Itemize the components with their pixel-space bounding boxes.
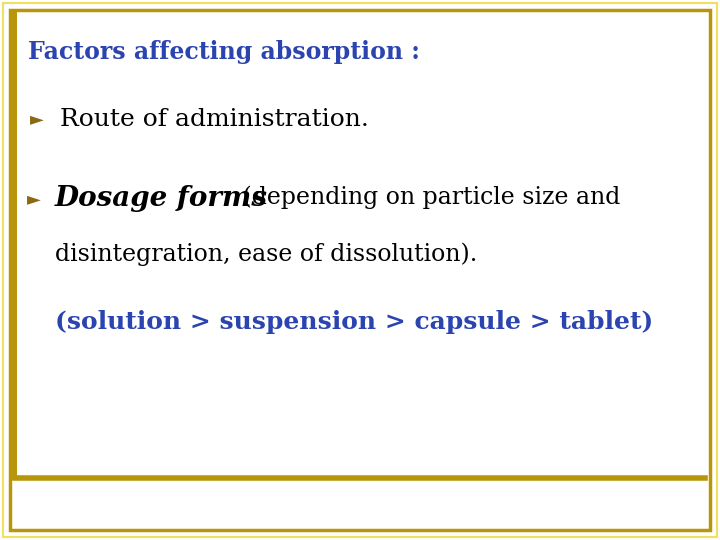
- Text: ►: ►: [27, 190, 41, 208]
- Text: disintegration, ease of dissolution).: disintegration, ease of dissolution).: [55, 242, 477, 266]
- Text: ►: ►: [30, 110, 44, 128]
- Text: Route of administration.: Route of administration.: [60, 108, 369, 131]
- Bar: [10, 10, 17, 480]
- Text: Dosage forms: Dosage forms: [55, 185, 268, 212]
- Text: (depending on particle size and: (depending on particle size and: [235, 185, 621, 208]
- Text: Factors affecting absorption :: Factors affecting absorption :: [28, 40, 420, 64]
- Text: (solution > suspension > capsule > tablet): (solution > suspension > capsule > table…: [55, 310, 653, 334]
